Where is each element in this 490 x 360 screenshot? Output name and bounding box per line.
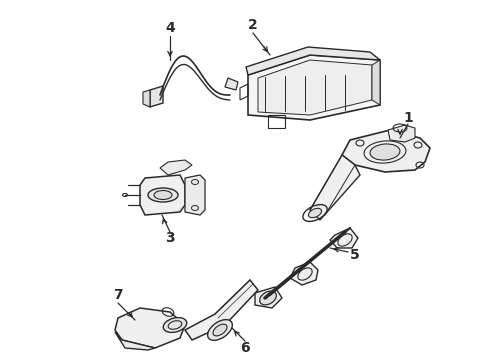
Polygon shape <box>225 78 238 90</box>
Polygon shape <box>388 125 415 142</box>
Polygon shape <box>290 262 318 285</box>
Polygon shape <box>330 228 358 248</box>
Text: 1: 1 <box>403 111 413 125</box>
Text: 7: 7 <box>113 288 123 302</box>
Polygon shape <box>143 90 150 107</box>
Ellipse shape <box>163 318 187 332</box>
Polygon shape <box>140 175 185 215</box>
Polygon shape <box>185 280 258 340</box>
Polygon shape <box>246 47 380 75</box>
Text: 5: 5 <box>350 248 360 262</box>
Ellipse shape <box>308 208 321 218</box>
Polygon shape <box>185 175 205 215</box>
Text: 3: 3 <box>165 231 175 245</box>
Polygon shape <box>160 160 192 175</box>
Text: 2: 2 <box>248 18 258 32</box>
Ellipse shape <box>154 190 172 199</box>
Ellipse shape <box>148 188 178 202</box>
Polygon shape <box>258 60 372 115</box>
Polygon shape <box>342 130 430 172</box>
Text: 4: 4 <box>165 21 175 35</box>
Ellipse shape <box>370 144 400 160</box>
Ellipse shape <box>260 291 276 305</box>
Text: 6: 6 <box>240 341 250 355</box>
Polygon shape <box>248 55 380 120</box>
Polygon shape <box>115 308 185 348</box>
Polygon shape <box>372 60 380 105</box>
Polygon shape <box>310 155 360 220</box>
Polygon shape <box>255 287 282 308</box>
Polygon shape <box>150 86 163 107</box>
Ellipse shape <box>208 320 232 340</box>
Polygon shape <box>115 332 155 350</box>
Ellipse shape <box>213 324 227 336</box>
